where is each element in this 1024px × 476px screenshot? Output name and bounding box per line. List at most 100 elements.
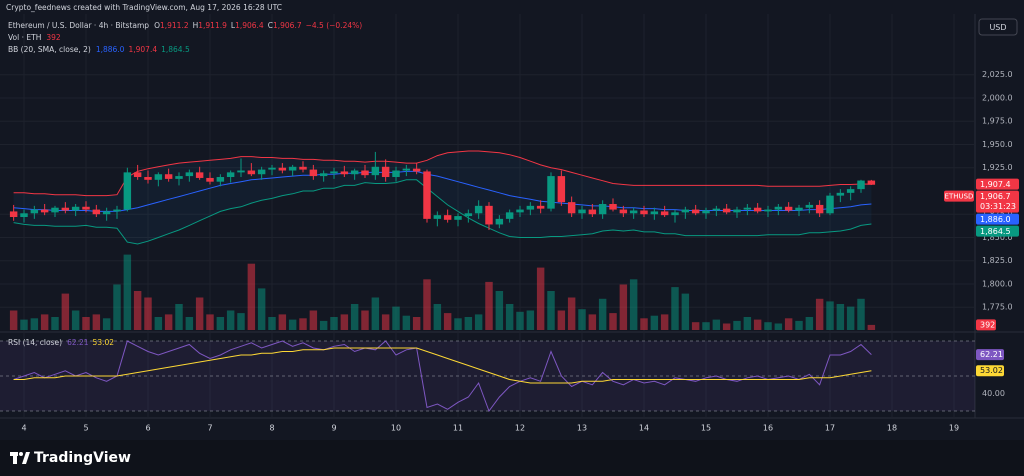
x-tick-label: 13 — [577, 424, 587, 433]
rsi-tag-label: 53.02 — [980, 366, 1003, 375]
candle-body — [485, 205, 493, 225]
x-tick-label: 10 — [391, 424, 401, 433]
candle-body — [51, 207, 59, 213]
candle-body — [609, 203, 617, 210]
volume-bar — [423, 279, 431, 330]
volume-bar — [805, 317, 814, 330]
candle-body — [557, 176, 566, 203]
volume-bar — [857, 298, 865, 330]
bb-value: 1,907.4 — [128, 45, 157, 54]
volume-bar — [474, 314, 483, 330]
volume-bar — [764, 322, 772, 330]
volume-bar — [443, 313, 452, 330]
candle-body — [92, 209, 101, 215]
volume-bar — [412, 317, 421, 330]
candle-body — [691, 209, 700, 214]
y-tick-label: 1,925.0 — [982, 163, 1013, 172]
volume-bar — [846, 306, 855, 330]
volume-bar — [102, 318, 111, 330]
candle-body — [237, 170, 245, 173]
candle-body — [815, 204, 824, 214]
x-tick-label: 12 — [515, 424, 525, 433]
x-tick-label: 15 — [701, 424, 711, 433]
ohlc-value: 1,906.4 — [235, 21, 264, 30]
x-tick-label: 9 — [331, 424, 336, 433]
candle-body — [61, 207, 70, 211]
x-tick-label: 17 — [825, 424, 835, 433]
rsi-tag — [976, 349, 1004, 361]
ohlc-key: L — [231, 21, 236, 30]
y-tick-label: 1,950.0 — [982, 140, 1013, 149]
volume-bar — [867, 324, 876, 330]
price-tag — [976, 190, 1019, 213]
candle-body — [309, 169, 318, 177]
ohlc-key: O — [154, 21, 160, 30]
x-tick-label: 8 — [269, 424, 274, 433]
candle-body — [702, 210, 710, 214]
candle-body — [30, 209, 39, 214]
volume-bar — [237, 313, 245, 330]
ohlc-key: C — [268, 21, 273, 30]
candle-body — [423, 171, 431, 219]
volume-bar — [206, 314, 214, 330]
candle-body — [598, 203, 607, 215]
volume-bar — [288, 319, 297, 330]
candle-body — [671, 212, 679, 216]
brand: TradingView — [34, 450, 131, 466]
candle-body — [123, 172, 132, 210]
volume-bar — [743, 317, 752, 330]
bb-value: 1,864.5 — [161, 45, 190, 54]
plot — [0, 14, 975, 418]
candle-body — [133, 172, 142, 178]
volume-bar — [350, 304, 359, 330]
volume-bar — [629, 279, 638, 330]
candle-body — [206, 177, 214, 182]
candle-body — [443, 215, 452, 220]
candle-body — [454, 216, 462, 220]
candle-body — [629, 210, 638, 214]
rsi-ma-line — [13, 347, 872, 384]
currency-box[interactable] — [978, 18, 1018, 36]
candle-body — [412, 168, 421, 172]
volume-bar — [536, 267, 545, 330]
volume-bar — [784, 318, 793, 330]
candle-body — [567, 202, 576, 214]
candle-body — [226, 172, 235, 178]
candle-body — [288, 166, 297, 171]
candle-body — [9, 211, 18, 218]
candle-body — [71, 206, 80, 211]
candle-body — [82, 206, 90, 210]
volume-bar — [619, 284, 628, 330]
candle-body — [299, 166, 307, 170]
candle-body — [195, 172, 204, 178]
candle-body — [516, 209, 524, 213]
volume-bar — [815, 298, 824, 330]
x-tick-label: 6 — [145, 424, 150, 433]
volume-bar — [164, 314, 173, 330]
candle-body — [526, 205, 535, 210]
countdown: 03:31:23 — [980, 202, 1016, 211]
header: Crypto_feednews created with TradingView… — [6, 3, 282, 12]
candle-body — [402, 168, 411, 171]
volume-bar — [371, 297, 380, 330]
volume-bar — [753, 319, 762, 330]
candle-body — [660, 211, 669, 216]
candle-body — [175, 176, 183, 179]
legend-volume: Vol · ETH 392 — [8, 33, 61, 42]
legend-rsi: RSI (14, close) 62.21 53.02 — [8, 338, 114, 347]
volume-bar — [547, 291, 555, 330]
volume-bar — [51, 317, 59, 330]
volume-bar — [681, 293, 690, 330]
volume-bar — [485, 281, 493, 330]
volume-bar — [123, 254, 132, 330]
candle-body — [102, 211, 111, 215]
volume-bar — [392, 306, 400, 330]
volume-bar — [402, 315, 411, 330]
currency[interactable]: USD — [989, 23, 1006, 32]
symbol-tag-label: ETHUSD — [945, 192, 974, 200]
volume-bar — [226, 310, 235, 330]
volume-bar — [526, 310, 535, 330]
candle-body — [795, 207, 803, 211]
candle-body — [464, 213, 473, 217]
